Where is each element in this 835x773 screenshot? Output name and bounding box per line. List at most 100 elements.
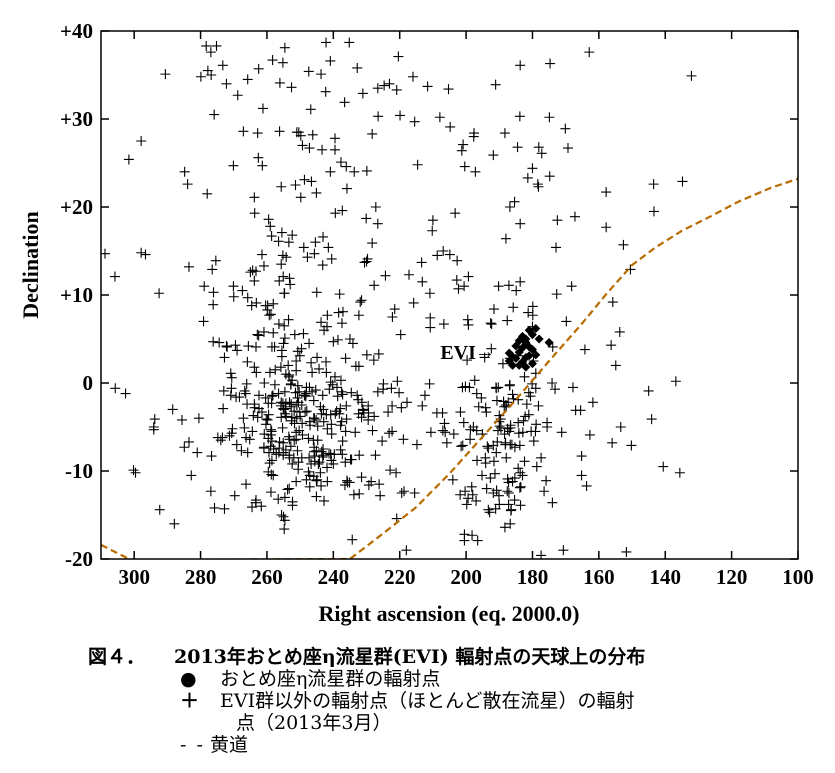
sporadic-radiant-point bbox=[618, 239, 629, 250]
sporadic-radiant-point bbox=[279, 288, 290, 299]
sporadic-radiant-point bbox=[326, 419, 337, 430]
sporadic-radiant-point bbox=[274, 77, 285, 88]
sporadic-radiant-point bbox=[210, 255, 221, 266]
sporadic-radiant-point bbox=[493, 490, 504, 501]
sporadic-radiant-point bbox=[284, 483, 295, 494]
sporadic-radiant-point bbox=[527, 310, 538, 321]
sporadic-radiant-point bbox=[646, 414, 657, 425]
sporadic-radiant-point bbox=[205, 47, 216, 58]
sporadic-radiant-point bbox=[317, 260, 328, 271]
sporadic-radiant-point bbox=[518, 415, 529, 426]
sporadic-radiant-point bbox=[517, 427, 528, 438]
sporadic-radiant-point bbox=[307, 129, 318, 140]
sporadic-radiant-point bbox=[531, 419, 542, 430]
sporadic-radiant-point bbox=[393, 51, 404, 62]
sporadic-radiant-point bbox=[463, 271, 474, 282]
sporadic-radiant-point bbox=[148, 424, 159, 435]
sporadic-radiant-point bbox=[278, 271, 289, 282]
sporadic-radiant-point bbox=[286, 82, 297, 93]
sporadic-radiant-point bbox=[471, 388, 482, 399]
sporadic-radiant-point bbox=[263, 409, 274, 420]
sporadic-radiant-point bbox=[530, 383, 541, 394]
sporadic-radiant-point bbox=[395, 329, 406, 340]
sporadic-radiant-point bbox=[198, 316, 209, 327]
sporadic-radiant-point bbox=[297, 418, 308, 429]
evi-radiant-point bbox=[514, 336, 524, 346]
sporadic-radiant-point bbox=[392, 376, 403, 387]
sporadic-radiant-point bbox=[279, 386, 290, 397]
sporadic-radiant-point bbox=[320, 86, 331, 97]
sporadic-radiant-point bbox=[552, 215, 563, 226]
sporadic-radiant-point bbox=[277, 57, 288, 68]
sporadic-radiant-point bbox=[427, 215, 438, 226]
sporadic-radiant-point bbox=[208, 299, 219, 310]
sporadic-radiant-point bbox=[249, 362, 260, 373]
sporadic-radiant-point bbox=[109, 271, 120, 282]
sporadic-radiant-point bbox=[179, 166, 190, 177]
sporadic-radiant-point bbox=[648, 179, 659, 190]
sporadic-radiant-point bbox=[361, 256, 372, 267]
sporadic-radiant-point bbox=[192, 447, 203, 458]
sporadic-radiant-point bbox=[253, 63, 264, 74]
sporadic-radiant-point bbox=[544, 112, 555, 123]
sporadic-radiant-point bbox=[284, 397, 295, 408]
sporadic-radiant-point bbox=[312, 421, 323, 432]
sporadic-radiant-point bbox=[367, 425, 378, 436]
sporadic-radiant-point bbox=[154, 288, 165, 299]
sporadic-radiant-point bbox=[308, 435, 319, 446]
x-axis-label: Right ascension (eq. 2000.0) bbox=[319, 601, 580, 626]
sporadic-radiant-point bbox=[312, 352, 323, 363]
plus-icon: ＋ bbox=[180, 690, 200, 712]
sporadic-radiant-point bbox=[377, 436, 388, 447]
sporadic-radiant-point bbox=[247, 426, 258, 437]
sporadic-radiant-point bbox=[291, 476, 302, 487]
sporadic-radiant-point bbox=[499, 522, 510, 533]
sporadic-radiant-point bbox=[291, 427, 302, 438]
sporadic-radiant-point bbox=[309, 248, 320, 259]
sporadic-radiant-point bbox=[265, 487, 276, 498]
sporadic-radiant-point bbox=[379, 80, 390, 91]
sporadic-radiant-point bbox=[469, 375, 480, 386]
sporadic-radiant-point bbox=[321, 367, 332, 378]
sporadic-radiant-point bbox=[265, 441, 276, 452]
sporadic-radiant-point bbox=[276, 351, 287, 362]
sporadic-radiant-point bbox=[437, 407, 448, 418]
sporadic-radiant-point bbox=[523, 307, 534, 318]
sporadic-radiant-point bbox=[271, 449, 282, 460]
sporadic-radiant-point bbox=[513, 463, 524, 474]
sporadic-radiant-point bbox=[409, 488, 420, 498]
sporadic-radiant-point bbox=[341, 475, 352, 486]
sporadic-radiant-point bbox=[304, 143, 315, 154]
sporadic-radiant-point bbox=[416, 257, 427, 268]
sporadic-radiant-point bbox=[332, 391, 343, 402]
sporadic-radiant-point bbox=[443, 84, 454, 95]
sporadic-radiant-point bbox=[412, 159, 423, 170]
sporadic-radiant-point bbox=[279, 320, 290, 331]
sporadic-radiant-point bbox=[396, 402, 407, 413]
sporadic-radiant-point bbox=[525, 391, 536, 402]
y-tick-label: -20 bbox=[65, 547, 93, 571]
sporadic-radiant-point bbox=[306, 176, 317, 187]
sporadic-radiant-point bbox=[551, 242, 562, 253]
sporadic-radiant-point bbox=[348, 489, 359, 500]
sporadic-radiant-point bbox=[329, 371, 340, 382]
sporadic-radiant-point bbox=[528, 436, 539, 447]
sporadic-radiant-point bbox=[457, 440, 468, 451]
sporadic-radiant-point bbox=[331, 382, 342, 393]
sporadic-radiant-point bbox=[458, 139, 469, 150]
sporadic-radiant-point bbox=[225, 390, 236, 401]
sporadic-radiant-point bbox=[316, 480, 327, 491]
sporadic-radiant-point bbox=[306, 458, 317, 469]
sporadic-radiant-point bbox=[136, 136, 147, 146]
sporadic-radiant-point bbox=[242, 447, 253, 458]
sporadic-radiant-point bbox=[309, 442, 320, 453]
sporadic-radiant-point bbox=[323, 242, 334, 253]
sporadic-radiant-point bbox=[291, 356, 302, 366]
sporadic-radiant-point bbox=[531, 461, 542, 472]
legend-label-evi: おとめ座η流星群の輻射点 bbox=[220, 668, 441, 690]
sporadic-radiant-point bbox=[228, 160, 239, 171]
sporadic-radiant-point bbox=[466, 481, 477, 492]
x-tick-label: 200 bbox=[450, 565, 482, 589]
sporadic-radiant-point bbox=[337, 436, 348, 447]
sporadic-radiant-point bbox=[483, 443, 494, 454]
